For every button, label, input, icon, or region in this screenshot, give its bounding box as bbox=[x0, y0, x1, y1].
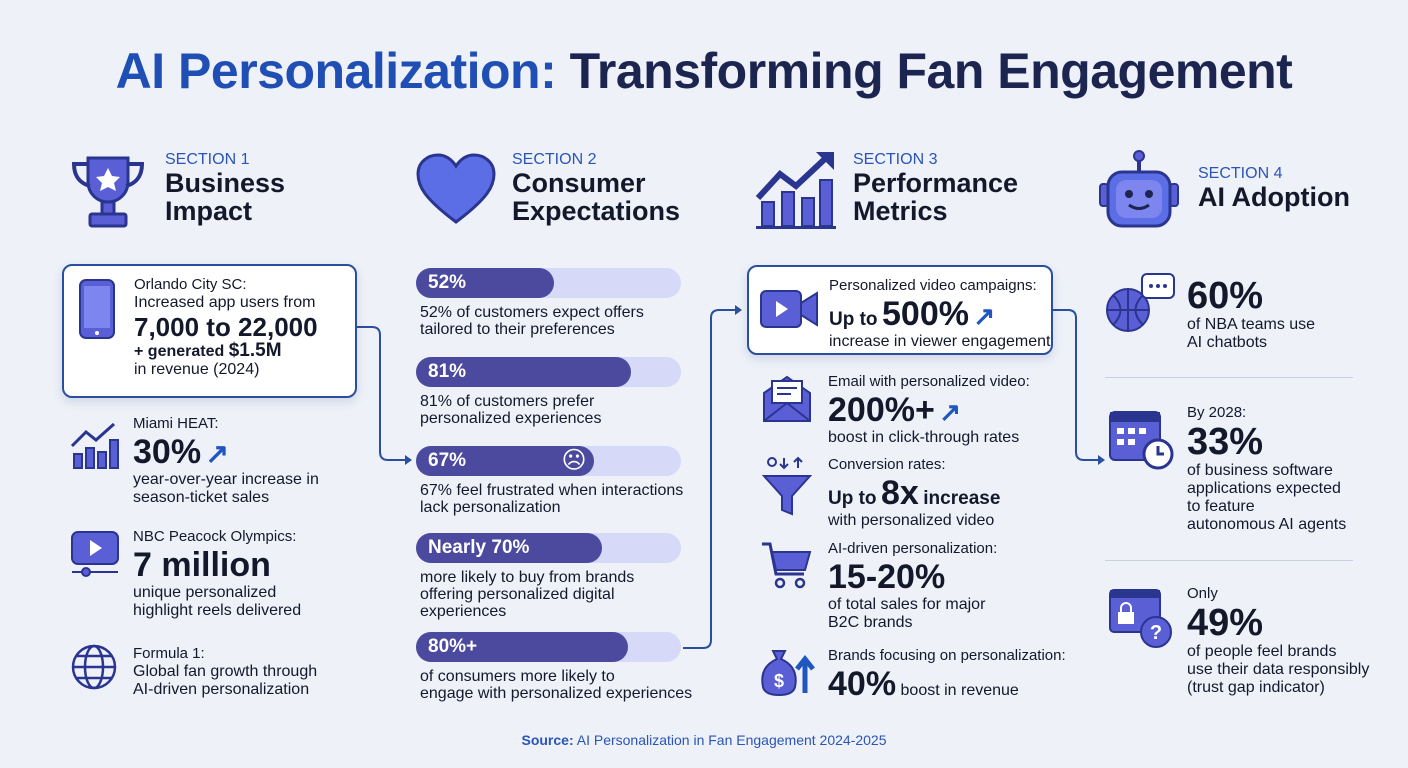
progress-bar: 81% bbox=[416, 357, 681, 387]
stat-description: 67% feel frustrated when interactions lac… bbox=[420, 482, 683, 516]
stat-description: of consumers more likely to engage with p… bbox=[420, 668, 692, 702]
progress-bar: Nearly 70% bbox=[416, 533, 681, 563]
progress-fill: 67% bbox=[416, 446, 594, 476]
progress-bar: 80%+ bbox=[416, 632, 681, 662]
description-line: more likely to buy from brands bbox=[420, 569, 635, 586]
description-line: experiences bbox=[420, 603, 507, 620]
calendar-clock-icon bbox=[1109, 411, 1174, 470]
source-note: Source: AI Personalization in Fan Engage… bbox=[521, 732, 887, 748]
email-icon bbox=[763, 375, 811, 422]
shopping-cart-icon bbox=[762, 542, 812, 589]
money-bag-icon: $ bbox=[761, 650, 815, 697]
section-title: Performance Metrics bbox=[853, 168, 1019, 226]
progress-fill: 52% bbox=[416, 268, 554, 298]
description-line: 52% of customers expect offers bbox=[420, 304, 644, 321]
section-label: SECTION 2 bbox=[512, 151, 597, 168]
orlando-card: Orlando City SC: Increased app users fro… bbox=[62, 264, 357, 398]
section-label: SECTION 1 bbox=[165, 151, 250, 168]
description-line: lack personalization bbox=[420, 499, 561, 516]
smartphone-icon bbox=[79, 279, 115, 339]
video-player-icon bbox=[71, 531, 119, 577]
progress-fill: Nearly 70% bbox=[416, 533, 602, 563]
stat-description: 81% of customers prefer personalized expe… bbox=[420, 393, 601, 427]
section-title: Business Impact bbox=[165, 168, 286, 226]
description-line: 81% of customers prefer bbox=[420, 393, 595, 410]
progress-fill: 81% bbox=[416, 357, 631, 387]
description-line: personalized experiences bbox=[420, 410, 602, 427]
svg-text:$: $ bbox=[774, 671, 784, 691]
description-line: tailored to their preferences bbox=[420, 321, 615, 338]
sad-face-icon: ☹ bbox=[561, 447, 587, 474]
divider bbox=[1105, 377, 1353, 378]
description-line: of consumers more likely to bbox=[420, 668, 615, 685]
progress-bar: 52% bbox=[416, 268, 681, 298]
description-line: 67% feel frustrated when interactions bbox=[420, 482, 684, 499]
stat-description: more likely to buy from brands offering p… bbox=[420, 569, 634, 620]
heart-icon bbox=[416, 153, 496, 224]
divider bbox=[1105, 560, 1353, 561]
section-title: Consumer Expectations bbox=[512, 168, 681, 226]
video-camera-icon bbox=[760, 290, 818, 328]
description-line: offering personalized digital bbox=[420, 586, 615, 603]
description-line: engage with personalized experiences bbox=[420, 685, 693, 702]
stat-description: 52% of customers expect offers tailored t… bbox=[420, 304, 644, 338]
privacy-lock-icon: ? bbox=[1109, 589, 1172, 648]
robot-icon bbox=[1099, 150, 1179, 228]
svg-text:?: ? bbox=[1150, 622, 1162, 644]
up-arrow-icon: ↗ bbox=[973, 301, 996, 331]
progress-fill: 80%+ bbox=[416, 632, 628, 662]
section-label: SECTION 4 bbox=[1198, 165, 1283, 182]
trophy-icon bbox=[71, 156, 145, 228]
section-label: SECTION 3 bbox=[853, 151, 938, 168]
basketball-chat-icon bbox=[1106, 273, 1175, 332]
progress-bar: 67% ☹ bbox=[416, 446, 681, 476]
bar-chart-growth-icon bbox=[70, 422, 119, 469]
growth-chart-icon bbox=[755, 152, 836, 229]
up-arrow-icon: ↗ bbox=[939, 397, 962, 427]
globe-icon bbox=[71, 644, 117, 690]
funnel-icon bbox=[762, 456, 812, 516]
up-arrow-icon: ↗ bbox=[205, 438, 229, 469]
page-title: AI Personalization: Transforming Fan Eng… bbox=[115, 43, 1293, 99]
section-title: AI Adoption bbox=[1198, 182, 1350, 212]
video-campaign-card: Personalized video campaigns: Up to 500%… bbox=[747, 265, 1053, 355]
